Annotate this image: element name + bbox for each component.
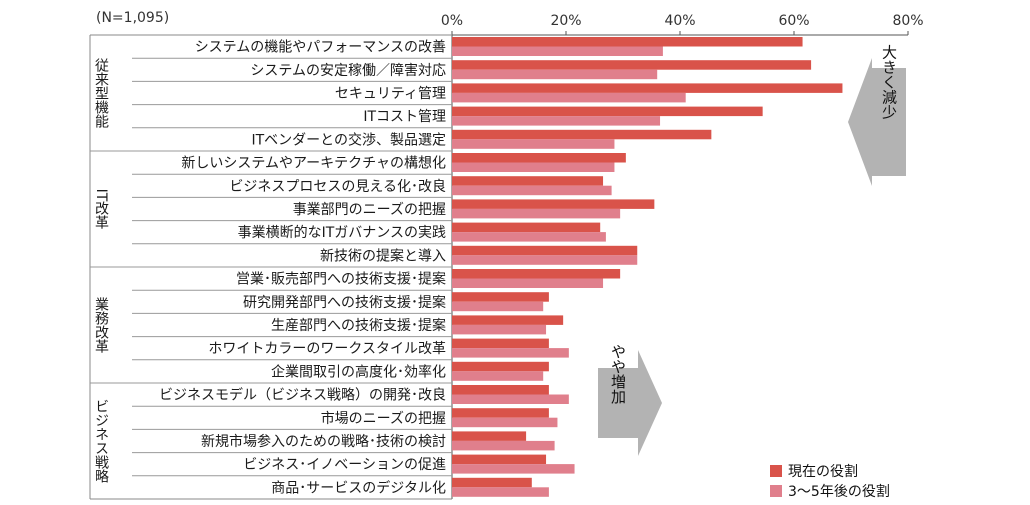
bar-current — [452, 315, 564, 325]
bar-current — [452, 106, 763, 117]
bar-current — [452, 37, 803, 47]
x-tick-label: 40% — [664, 13, 695, 29]
group-separators — [89, 34, 452, 500]
legend-item-future: 3～5年後の役割 — [770, 481, 890, 501]
bar-future — [452, 464, 575, 474]
bar-future — [452, 92, 686, 103]
category-label: システムの安定稼働／障害対応 — [250, 63, 446, 79]
bar-current — [452, 477, 532, 488]
category-label: ホワイトカラーのワークスタイル改革 — [208, 341, 446, 357]
bar-current — [452, 245, 638, 256]
bar-series — [452, 37, 843, 497]
decrease-arrow: 大きく減少 — [848, 45, 906, 186]
bar-current — [452, 454, 547, 465]
category-label: 新技術の提案と導入 — [320, 247, 446, 264]
bar-future — [452, 208, 621, 219]
bar-current — [452, 408, 549, 418]
group-label: ビジネス戦略 — [93, 399, 109, 483]
legend-item-current: 現在の役割 — [770, 461, 890, 481]
bar-future — [452, 46, 663, 56]
legend-label-current: 現在の役割 — [788, 464, 858, 480]
bar-future — [452, 301, 544, 312]
category-label: ITベンダーとの交渉、製品選定 — [251, 131, 446, 148]
bar-future — [452, 162, 615, 172]
bar-current — [452, 361, 549, 372]
category-label: 新しいシステムやアーキテクチャの構想化 — [181, 156, 446, 172]
bar-future — [452, 139, 615, 149]
category-label: 市場のニーズの把握 — [321, 410, 446, 427]
category-label: セキュリティ管理 — [335, 86, 446, 102]
category-label: 生産部門への技術支援･提案 — [271, 317, 446, 334]
bar-future — [452, 348, 569, 358]
bar-current — [452, 269, 621, 279]
category-label: 商品･サービスのデジタル化 — [271, 479, 446, 496]
bar-future — [452, 324, 547, 335]
bar-future — [452, 232, 606, 242]
decrease-annotation-text: 大きく減少 — [880, 45, 898, 120]
bar-current — [452, 199, 655, 209]
bar-future — [452, 278, 604, 288]
legend-swatch-future — [770, 485, 782, 497]
bar-future — [452, 116, 661, 126]
category-label: 新規市場参入のための戦略･技術の検討 — [201, 433, 446, 450]
category-label: 事業横断的なITガバナンスの実践 — [238, 225, 446, 241]
category-label: ITコスト管理 — [363, 109, 446, 125]
category-label: 事業部門のニーズの把握 — [293, 202, 446, 218]
legend-swatch-current — [770, 465, 782, 477]
legend-label-future: 3～5年後の役割 — [788, 484, 890, 500]
bar-current — [452, 431, 527, 441]
group-label: 業務改革 — [93, 297, 109, 353]
bar-current — [452, 153, 626, 163]
bar-current — [452, 385, 549, 395]
category-label: ビジネスプロセスの見える化･改良 — [229, 179, 446, 195]
group-label: 従来型機能 — [93, 58, 109, 129]
bar-current — [452, 222, 601, 233]
sample-size-label: (N=1,095) — [96, 10, 170, 26]
bar-future — [452, 185, 612, 196]
bar-current — [452, 60, 812, 70]
bar-current — [452, 83, 843, 93]
bar-future — [452, 255, 638, 265]
chart-legend: 現在の役割 3～5年後の役割 — [770, 461, 890, 501]
bar-future — [452, 69, 658, 80]
bar-future — [452, 440, 555, 451]
bar-future — [452, 487, 549, 497]
x-tick-label: 80% — [892, 13, 923, 29]
category-label: ビジネス･イノベーションの促進 — [243, 457, 446, 473]
bar-current — [452, 292, 549, 302]
group-label: IT改革 — [93, 189, 109, 230]
increase-arrow: やや増加 — [598, 344, 662, 456]
x-tick-label: 20% — [550, 13, 581, 29]
x-tick-label: 0% — [441, 13, 463, 29]
x-tick-label: 60% — [778, 13, 809, 29]
category-label: 研究開発部門への技術支援･提案 — [243, 294, 446, 311]
bar-future — [452, 371, 544, 381]
category-label: システムの機能やパフォーマンスの改善 — [195, 40, 446, 56]
bar-future — [452, 417, 558, 428]
bar-current — [452, 129, 712, 140]
bar-future — [452, 394, 569, 404]
category-label: 企業間取引の高度化･効率化 — [271, 363, 446, 380]
increase-annotation-text: やや増加 — [609, 344, 627, 405]
category-label: 営業･販売部門への技術支援･提案 — [236, 271, 446, 288]
bar-current — [452, 338, 549, 349]
bar-current — [452, 176, 604, 186]
category-label: ビジネスモデル（ビジネス戦略）の開発･改良 — [159, 387, 446, 404]
